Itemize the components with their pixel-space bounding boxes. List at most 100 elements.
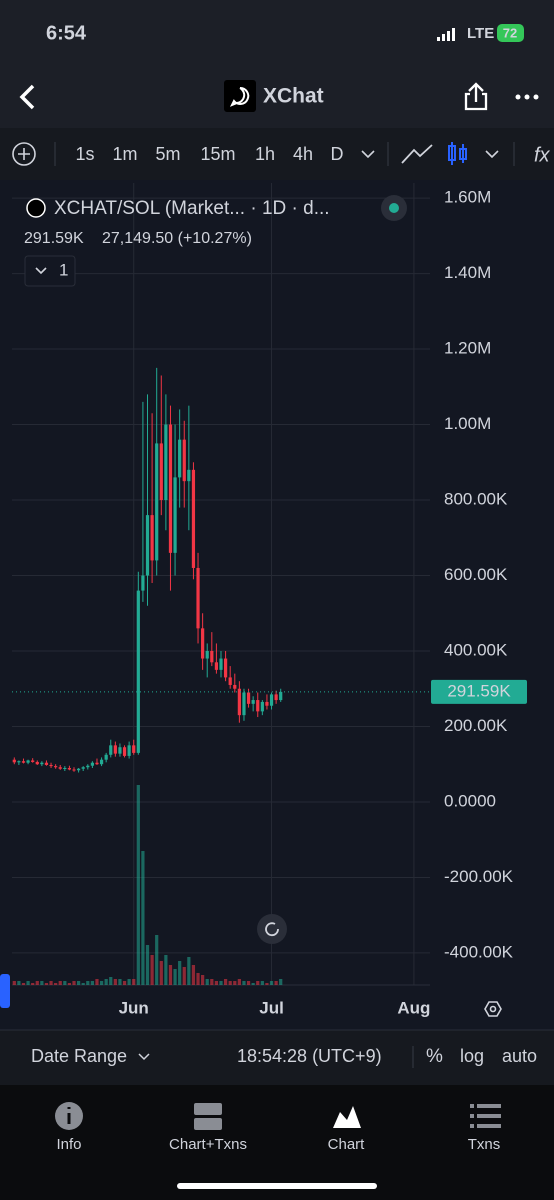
interval-button[interactable]: 4h — [293, 144, 313, 164]
volume-bar — [122, 981, 127, 985]
home-indicator — [177, 1183, 377, 1189]
volume-bar — [35, 981, 39, 985]
battery-level: 72 — [503, 25, 517, 40]
x-tick-label: Aug — [397, 998, 430, 1017]
tab-label[interactable]: Chart+Txns — [169, 1136, 247, 1153]
date-range-caret — [138, 1053, 150, 1061]
symbol-icon — [26, 198, 46, 218]
last-price-tag — [431, 679, 527, 704]
candle-body — [35, 761, 39, 765]
candle-body — [219, 658, 223, 670]
candle-body — [159, 443, 163, 501]
drawing-tool[interactable] — [401, 144, 433, 164]
candle-body — [196, 567, 200, 629]
time-zone[interactable]: 18:54:28 (UTC+9) — [237, 1046, 382, 1066]
volume-bar — [251, 983, 255, 985]
date-range[interactable]: Date Range — [31, 1046, 127, 1066]
indicators-button[interactable]: fx — [534, 144, 551, 166]
tab-label[interactable]: Info — [56, 1136, 81, 1153]
back-button[interactable] — [19, 84, 35, 110]
volume-bar — [81, 983, 85, 985]
indicators-caret — [35, 267, 47, 275]
reset-icon — [265, 922, 279, 937]
volume-bar — [274, 981, 278, 985]
candle-body — [40, 762, 44, 765]
volume-bar — [260, 981, 264, 985]
tab-label[interactable]: Txns — [468, 1136, 501, 1153]
candle-body — [118, 747, 122, 754]
candle-body — [223, 658, 228, 678]
candle-body — [187, 469, 191, 482]
more-button[interactable] — [515, 94, 539, 100]
volume-bar — [187, 957, 191, 985]
volume-bar — [164, 955, 168, 985]
battery — [497, 24, 524, 42]
candle-body — [173, 477, 177, 553]
candle-body — [274, 694, 278, 701]
volume-bar — [191, 965, 196, 985]
candle-body — [210, 650, 214, 663]
side-panel-handle[interactable] — [0, 974, 10, 1008]
candle-body — [279, 691, 283, 701]
signal — [437, 28, 455, 41]
volume-bar — [31, 983, 35, 985]
reset-button[interactable] — [257, 914, 287, 944]
candle-body — [141, 575, 145, 591]
app-logo — [229, 86, 250, 107]
volume-bar — [150, 955, 154, 985]
interval-dropdown[interactable] — [361, 150, 375, 159]
add-button[interactable] — [12, 142, 36, 166]
interval-button[interactable]: 1s — [75, 144, 94, 164]
network: LTE — [467, 25, 494, 42]
last-price-label: 291.59K — [447, 681, 511, 700]
candle-body — [178, 439, 182, 478]
candle-body — [104, 754, 108, 760]
percent-toggle[interactable]: % — [426, 1046, 443, 1067]
legend-title: XCHAT/SOL (Market... · 1D · d... — [54, 198, 330, 219]
candle-body — [44, 762, 49, 765]
volume-bar — [256, 981, 260, 985]
interval-button[interactable]: 1m — [112, 144, 137, 164]
volume-bar — [265, 983, 269, 985]
chart-type-button[interactable] — [448, 142, 467, 165]
volume-bar — [26, 981, 30, 985]
candle-body — [17, 761, 21, 763]
volume-bar — [44, 983, 49, 985]
indicators-count: 1 — [59, 260, 68, 279]
settings-button[interactable] — [484, 1001, 502, 1017]
share-button[interactable] — [464, 82, 488, 111]
volume-bar — [104, 979, 108, 985]
interval-button[interactable]: D — [331, 144, 344, 164]
candle-body — [237, 688, 241, 716]
top-bg — [0, 0, 554, 128]
chart-type-dropdown[interactable] — [485, 150, 499, 159]
log-toggle[interactable]: log — [460, 1046, 484, 1066]
chart-icon — [333, 1106, 361, 1128]
volume-bar — [182, 967, 186, 985]
y-tick-label: 200.00K — [444, 716, 508, 735]
auto-toggle[interactable]: auto — [502, 1046, 537, 1066]
candle-body — [269, 694, 274, 706]
interval-button[interactable]: 1h — [255, 144, 275, 164]
candle-body — [182, 439, 186, 482]
y-tick-label: 1.60M — [444, 188, 491, 207]
indicators-toggle[interactable] — [24, 255, 76, 287]
volume-bar — [173, 969, 177, 985]
candle-body — [168, 424, 173, 553]
candle-body — [191, 469, 196, 568]
volume-bar — [237, 979, 241, 985]
interval-button[interactable]: 5m — [155, 144, 180, 164]
volume-bar — [113, 979, 117, 985]
volume-bar — [21, 983, 26, 985]
volume-bar — [12, 981, 16, 985]
candle-body — [228, 677, 232, 685]
candle-body — [54, 766, 58, 768]
chart-txns-icon — [194, 1103, 222, 1130]
volume-bar — [210, 979, 214, 985]
volume-bar — [246, 981, 251, 985]
tab-label[interactable]: Chart — [328, 1136, 366, 1153]
interval-button[interactable]: 15m — [200, 144, 235, 164]
candle-body — [99, 759, 104, 765]
